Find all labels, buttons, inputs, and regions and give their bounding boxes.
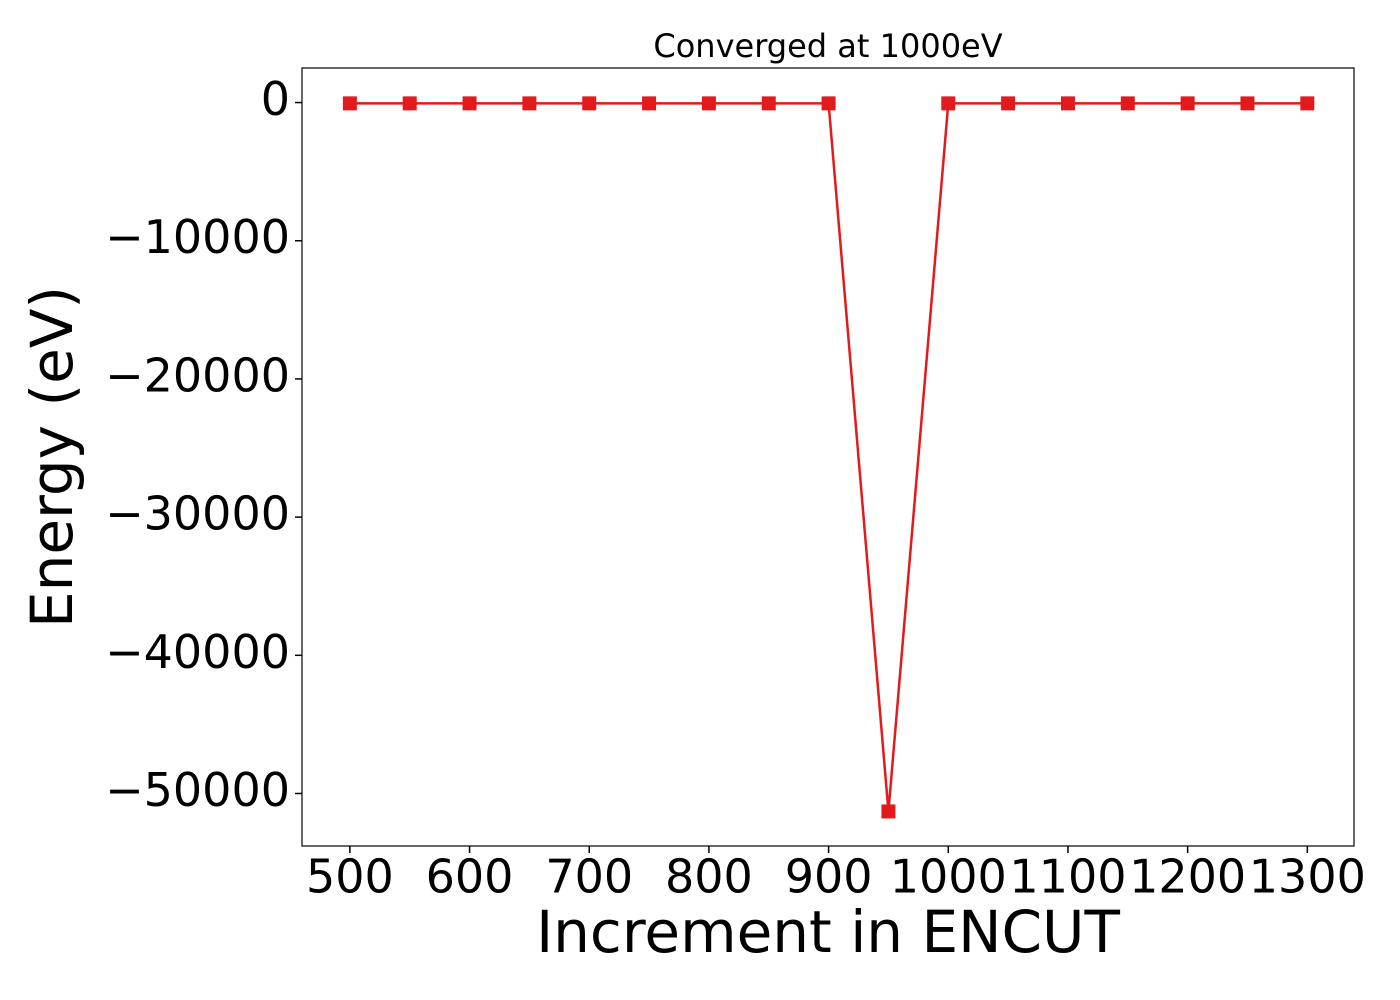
y-tick-label: −20000 bbox=[105, 348, 290, 402]
chart-title: Converged at 1000eV bbox=[653, 27, 1002, 65]
plot-frame bbox=[301, 67, 1355, 847]
x-tick-label: 800 bbox=[665, 850, 753, 904]
marker bbox=[582, 96, 597, 111]
y-tick-label: −50000 bbox=[105, 763, 290, 817]
marker bbox=[1120, 96, 1135, 111]
marker bbox=[1240, 96, 1255, 111]
marker bbox=[1180, 96, 1195, 111]
marker bbox=[821, 96, 836, 111]
x-tick-label: 1000 bbox=[890, 850, 1007, 904]
y-tick-label: 0 bbox=[261, 72, 290, 126]
y-tick-label: −30000 bbox=[105, 487, 290, 541]
marker bbox=[402, 96, 417, 111]
x-tick-label: 1300 bbox=[1249, 850, 1366, 904]
y-tick-label: −40000 bbox=[105, 625, 290, 679]
x-tick-label: 1200 bbox=[1129, 850, 1246, 904]
marker bbox=[1060, 96, 1075, 111]
marker bbox=[342, 96, 357, 111]
y-axis-label: Energy (eV) bbox=[18, 286, 86, 628]
marker bbox=[881, 804, 896, 819]
y-tick-label: −10000 bbox=[105, 210, 290, 264]
marker bbox=[522, 96, 537, 111]
x-tick-label: 500 bbox=[306, 850, 394, 904]
x-tick-label: 900 bbox=[785, 850, 873, 904]
marker bbox=[761, 96, 776, 111]
marker bbox=[941, 96, 956, 111]
x-tick-label: 700 bbox=[545, 850, 633, 904]
x-tick-label: 600 bbox=[426, 850, 514, 904]
marker bbox=[462, 96, 477, 111]
x-axis-label: Increment in ENCUT bbox=[536, 898, 1120, 966]
x-tick-label: 1100 bbox=[1009, 850, 1126, 904]
marker bbox=[701, 96, 716, 111]
marker bbox=[1001, 96, 1016, 111]
marker bbox=[642, 96, 657, 111]
marker bbox=[1300, 96, 1315, 111]
